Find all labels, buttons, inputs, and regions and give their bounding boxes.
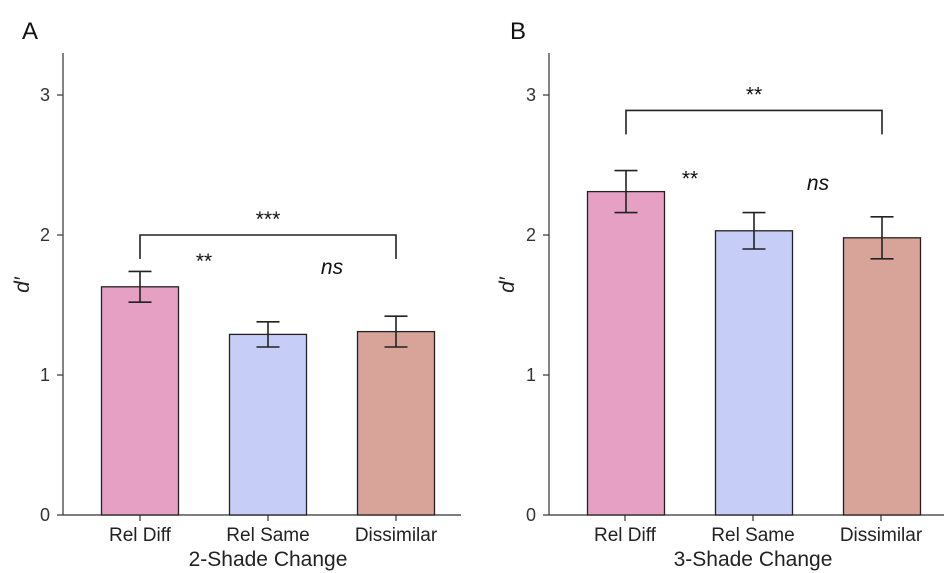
panel-b-xlabel: 3-Shade Change xyxy=(674,548,833,571)
panel-a-error-bar-rel-same xyxy=(256,321,280,348)
panel-a-bar-rel-same xyxy=(228,333,308,516)
panel-b-ytick-label-2: 2 xyxy=(526,225,536,245)
panel-b-yticks: 0 1 2 3 xyxy=(526,85,549,525)
panel-b-label: B xyxy=(510,18,526,45)
panel-b-sig-label-2: ns xyxy=(807,172,830,195)
panel-a-significance-bracket xyxy=(139,234,397,259)
panel-a-ytick-label-1: 1 xyxy=(40,365,50,385)
panel-b-bracket-label: ** xyxy=(746,83,762,106)
panel-a-xlabel: 2-Shade Change xyxy=(189,548,348,571)
panel-a-bar-dissimilar xyxy=(356,330,436,516)
panel-b-xticks: Rel Diff Rel Same Dissimilar xyxy=(594,515,923,546)
panel-b-ytick-label-3: 3 xyxy=(526,85,536,105)
panel-b-category-label-1: Rel Same xyxy=(711,525,794,546)
panel-a-ytick-label-0: 0 xyxy=(40,505,50,525)
panel-a-sig-label-2: ns xyxy=(321,256,344,279)
panel-a-sig-label-1: ** xyxy=(196,250,212,273)
panel-a-error-bar-rel-diff xyxy=(128,270,152,303)
panel-b-ytick-label-0: 0 xyxy=(526,505,536,525)
panel-b-bar-dissimilar xyxy=(842,237,922,516)
panel-b-category-label-2: Dissimilar xyxy=(840,525,923,546)
panel-a-bar-rel-diff xyxy=(100,286,180,516)
panel-b-sig-label-1: ** xyxy=(682,168,698,191)
panel-a-category-label-1: Rel Same xyxy=(226,525,309,546)
panel-a: A d′ 0 1 2 3 Rel Diff Rel Same Dissimila… xyxy=(11,18,461,571)
panel-a-yticks: 0 1 2 3 xyxy=(40,85,63,525)
panel-a-ytick-label-3: 3 xyxy=(40,85,50,105)
panel-b-significance-bracket xyxy=(625,109,883,135)
panel-b: B d′ 0 1 2 3 Rel Diff Rel Same Dissimila… xyxy=(496,18,944,571)
panel-a-xticks: Rel Diff Rel Same Dissimilar xyxy=(109,515,438,546)
panel-a-category-label-0: Rel Diff xyxy=(109,525,172,546)
panel-b-category-label-0: Rel Diff xyxy=(594,525,657,546)
panel-b-bar-rel-same xyxy=(714,230,794,516)
panel-a-label: A xyxy=(22,18,38,45)
panel-b-error-bar-rel-same xyxy=(742,211,766,250)
panel-b-error-bar-rel-diff xyxy=(614,169,638,214)
panel-a-category-label-2: Dissimilar xyxy=(355,525,438,546)
panel-a-ylabel: d′ xyxy=(11,276,34,293)
panel-a-error-bar-dissimilar xyxy=(384,315,408,348)
panel-a-bracket-label: *** xyxy=(256,208,281,231)
panel-b-error-bar-dissimilar xyxy=(870,216,894,260)
panel-b-bar-rel-diff xyxy=(586,190,666,516)
panel-a-ytick-label-2: 2 xyxy=(40,225,50,245)
panel-b-ylabel: d′ xyxy=(496,276,519,293)
panel-b-ytick-label-1: 1 xyxy=(526,365,536,385)
